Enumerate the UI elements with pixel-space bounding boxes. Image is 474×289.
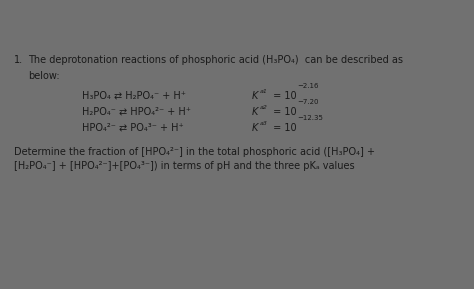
Text: K: K <box>252 107 258 117</box>
Text: a2: a2 <box>260 105 268 110</box>
Text: H₂PO₄⁻ ⇄ HPO₄²⁻ + H⁺: H₂PO₄⁻ ⇄ HPO₄²⁻ + H⁺ <box>82 107 191 117</box>
Text: −12.35: −12.35 <box>297 115 323 121</box>
Text: −2.16: −2.16 <box>297 83 319 89</box>
Text: = 10: = 10 <box>270 123 297 133</box>
Text: K: K <box>252 91 258 101</box>
Text: HPO₄²⁻ ⇄ PO₄³⁻ + H⁺: HPO₄²⁻ ⇄ PO₄³⁻ + H⁺ <box>82 123 184 133</box>
Text: = 10: = 10 <box>270 107 297 117</box>
Text: 1.: 1. <box>14 55 23 65</box>
Text: a3: a3 <box>260 121 268 126</box>
Text: [H₂PO₄⁻] + [HPO₄²⁻]+[PO₄³⁻]) in terms of pH and the three pKₐ values: [H₂PO₄⁻] + [HPO₄²⁻]+[PO₄³⁻]) in terms of… <box>14 161 355 171</box>
Text: below:: below: <box>28 71 60 81</box>
Text: a1: a1 <box>260 89 268 94</box>
Text: −7.20: −7.20 <box>297 99 319 105</box>
Text: H₃PO₄ ⇄ H₂PO₄⁻ + H⁺: H₃PO₄ ⇄ H₂PO₄⁻ + H⁺ <box>82 91 186 101</box>
Text: Determine the fraction of [HPO₄²⁻] in the total phosphoric acid ([H₃PO₄] +: Determine the fraction of [HPO₄²⁻] in th… <box>14 147 375 157</box>
Text: The deprotonation reactions of phosphoric acid (H₃PO₄)  can be described as: The deprotonation reactions of phosphori… <box>28 55 403 65</box>
Text: = 10: = 10 <box>270 91 297 101</box>
Text: K: K <box>252 123 258 133</box>
